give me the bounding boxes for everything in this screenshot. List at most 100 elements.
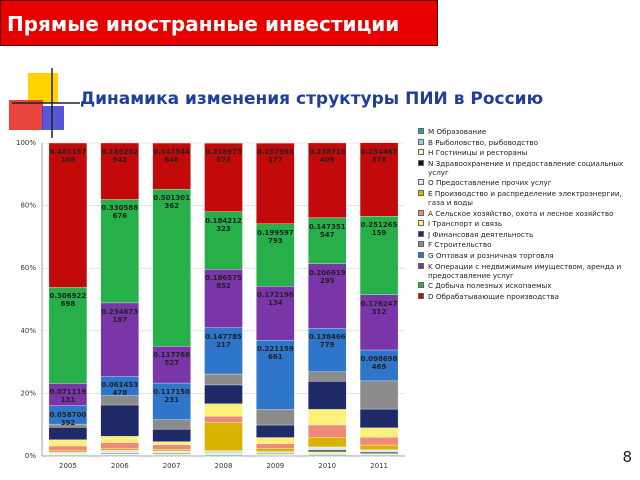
data-label: 0.461157108 [49, 148, 87, 165]
legend-item: D Обрабатывающие производства [418, 292, 640, 301]
legend-label: K Операции с недвижимым имуществом, арен… [428, 261, 622, 280]
bar-segment [100, 302, 139, 377]
bar-segment [308, 371, 347, 382]
legend-swatch [418, 189, 424, 196]
data-label: 0.221159661 [256, 345, 294, 362]
data-label: 0.184212323 [205, 216, 242, 233]
bar-segment [359, 380, 399, 410]
bar-segment [256, 443, 295, 449]
legend-item: B Рыболовство, рыбоводство [418, 138, 640, 147]
bar-segment [152, 453, 191, 455]
data-label: 0.257593177 [256, 148, 294, 165]
data-label: 0.330588676 [101, 204, 139, 221]
y-tick-label: 20% [20, 389, 36, 397]
bar-segment [359, 449, 399, 453]
x-tick-label: 2006 [111, 462, 129, 470]
bar-segment [204, 403, 243, 417]
data-label: 0.117150231 [153, 388, 191, 405]
legend-item: N Здравоохранение и предоставление социа… [418, 159, 640, 177]
data-label: 0.238716409 [308, 147, 346, 164]
bar-segment [308, 142, 347, 218]
bar-segment [256, 142, 295, 224]
x-tick-label: 2010 [318, 462, 336, 470]
x-tick-label: 2007 [163, 462, 181, 470]
legend-swatch [418, 138, 424, 145]
bar-segment [152, 382, 191, 420]
data-label: 0.071119131 [49, 388, 87, 405]
bar-segment [359, 437, 399, 446]
legend-swatch [418, 209, 424, 216]
x-tick-label: 2008 [215, 462, 233, 470]
bar-segment [359, 349, 399, 382]
data-label: 0.147785217 [205, 332, 242, 349]
bar-segment [48, 452, 88, 454]
bar-segment [256, 424, 295, 438]
bar-segment [256, 339, 295, 410]
data-label: 0.186575852 [205, 274, 242, 291]
legend-label: B Рыболовство, рыбоводство [428, 137, 539, 147]
legend-swatch [418, 241, 424, 248]
bar-segment [152, 142, 191, 190]
bar-segment [48, 427, 88, 440]
legend-label: N Здравоохранение и предоставление социа… [428, 158, 624, 177]
bar-segment [359, 452, 399, 454]
bar-segment [308, 381, 347, 410]
legend-label: O Предоставление прочих услуг [428, 178, 552, 188]
legend-swatch [418, 128, 424, 134]
bar-segment [308, 437, 347, 448]
legend-label: C Добыча полезных ископаемых [428, 281, 552, 291]
data-label: 0.234673187 [101, 307, 139, 324]
legend-item: H Гостиницы и рестораны [418, 148, 640, 157]
x-tick-label: 2011 [370, 462, 388, 470]
deco-square [9, 100, 43, 130]
bar-segment [152, 450, 191, 454]
legend-swatch [418, 159, 424, 166]
bar-segment [100, 450, 139, 454]
bar-segment [359, 453, 399, 455]
data-label: 0.251265159 [360, 221, 398, 238]
bar-segment [152, 346, 191, 384]
bar-segment [48, 445, 88, 451]
bar-segment [100, 404, 139, 437]
legend-swatch [418, 149, 424, 156]
data-label: 0.098698469 [360, 354, 398, 371]
data-label: 0.180252942 [101, 148, 139, 164]
bar-segment [152, 419, 191, 430]
bar-segment [308, 328, 347, 372]
bar-segment [308, 409, 347, 426]
bar-segment [308, 449, 347, 452]
bar-segment [256, 451, 295, 454]
bar-segment [204, 452, 243, 455]
data-label: 0.234467376 [360, 147, 398, 164]
legend-label: H Гостиницы и рестораны [428, 148, 528, 158]
bar-segment [100, 199, 139, 304]
legend-item: J Финансовая деятельность [418, 230, 640, 239]
bar-segment [204, 373, 243, 386]
data-label: 0.199597793 [256, 228, 294, 245]
legend-item: O Предоставление прочих услуг [418, 178, 640, 187]
legend-item: E Производство и распределение электроэн… [418, 189, 640, 207]
data-label: 0.172196134 [256, 291, 294, 308]
bar-segment [256, 223, 295, 287]
bar-segment [204, 269, 243, 328]
bar-segment [48, 450, 88, 453]
bar-segment [308, 446, 347, 451]
data-label: 0.147544646 [153, 148, 191, 165]
bar-segment [204, 327, 243, 375]
bar-segment [100, 442, 139, 449]
bar-segment [152, 444, 191, 450]
legend-swatch [418, 179, 424, 186]
legend-label: J Финансовая деятельность [428, 229, 534, 239]
bar-segment [308, 263, 347, 329]
bar-segment [100, 142, 139, 200]
decoration [9, 68, 80, 138]
bar-segment [308, 451, 347, 455]
legend-swatch [418, 220, 424, 227]
data-label: 0.061453478 [101, 381, 139, 398]
bar-segment [152, 441, 191, 445]
bar-segment [48, 439, 88, 447]
bar-segment [100, 453, 139, 455]
bar-segment [359, 444, 399, 450]
